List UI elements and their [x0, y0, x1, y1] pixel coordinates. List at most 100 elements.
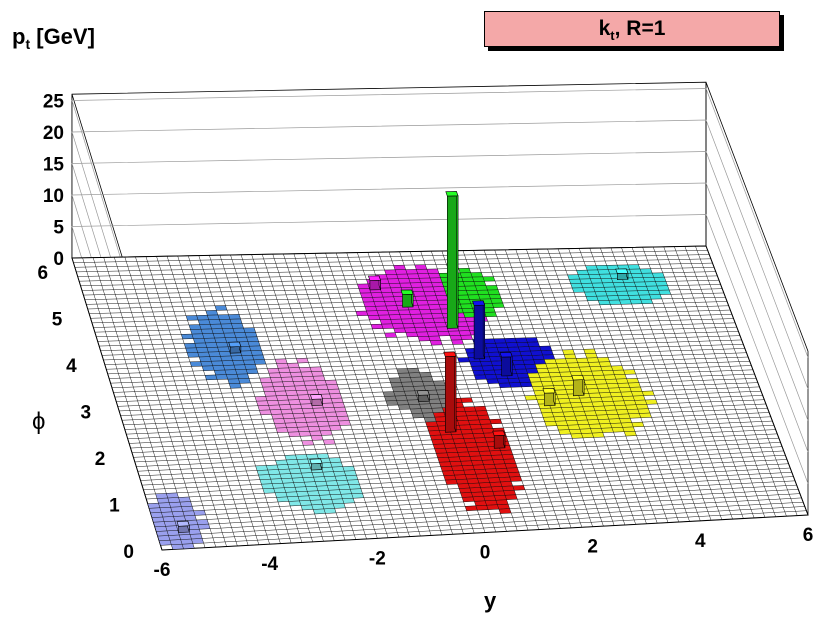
jet-cell [508, 472, 521, 477]
jet-cell [361, 297, 374, 302]
jet-cell [475, 442, 489, 447]
grid-line-y [166, 256, 260, 545]
jet-cell [344, 470, 357, 476]
jet-cell [374, 301, 387, 307]
x-tick-label: 0 [480, 543, 491, 564]
grid-line-y [198, 255, 292, 544]
jet-cell [539, 377, 552, 382]
jet-cell [579, 366, 592, 372]
jet-cell [330, 494, 343, 500]
jet-cell [443, 443, 456, 449]
jet-cell [257, 405, 270, 411]
jet-cell [286, 459, 299, 465]
jet-cell [378, 283, 391, 289]
grid-line-phi [134, 433, 778, 463]
jet-cell [460, 272, 473, 278]
tower-top [416, 390, 430, 396]
jet-cell [389, 377, 402, 383]
grid-line-phi [94, 314, 732, 333]
jet-cell [492, 303, 505, 308]
jet-cell [460, 303, 473, 309]
jet-cell [291, 408, 304, 414]
jet-cell [276, 363, 289, 369]
jet-cell [471, 366, 484, 371]
grid-line-phi [146, 467, 791, 500]
jet-cell [314, 412, 327, 418]
grid-line-y [177, 255, 270, 545]
jet-cell [459, 424, 472, 430]
tower [309, 394, 323, 406]
jet-cell [631, 422, 644, 427]
jet-cell [298, 495, 311, 501]
jet-cell [328, 389, 341, 394]
jet-cell [581, 283, 594, 288]
jet-cell [582, 375, 595, 381]
jet-cell [475, 473, 489, 479]
jet-cell [553, 416, 566, 422]
jet-cell [544, 421, 557, 427]
jet-cell [270, 478, 283, 484]
jet-cell [149, 507, 162, 513]
jet-cell [220, 323, 233, 329]
jet-cell [315, 416, 328, 422]
jet-cell [471, 428, 484, 434]
jet-cell [161, 511, 174, 517]
jet-cell [469, 361, 482, 367]
jet-cell [608, 300, 621, 305]
jet-cell [631, 391, 644, 397]
jet-cell [281, 376, 294, 382]
jet-cell [414, 296, 427, 301]
jet-cell [599, 361, 612, 367]
jet-cell [570, 433, 583, 439]
jet-cell [524, 395, 537, 401]
jet-cell [425, 327, 438, 332]
jet-cell [486, 378, 499, 384]
grid-line-y [684, 246, 787, 517]
jet-cell [485, 468, 498, 474]
jet-cell [157, 498, 170, 504]
jet-cell [564, 416, 577, 421]
jet-cell [190, 533, 203, 539]
jet-cell [576, 358, 589, 363]
jet-cell [305, 385, 318, 391]
jet-cell [169, 539, 183, 545]
jet-cell [474, 500, 487, 506]
jet-cell [591, 282, 604, 288]
jet-cell [414, 327, 428, 333]
jet-cell [424, 417, 437, 423]
jet-cell [401, 381, 414, 387]
jet-cell [644, 281, 657, 287]
jet-cell [516, 373, 530, 379]
jet-cell [641, 273, 654, 278]
jet-cell [592, 432, 605, 438]
phi-tick-label: 6 [37, 263, 48, 284]
grid-line-y [135, 256, 227, 547]
jet-cell [392, 323, 405, 329]
jet-cell [180, 539, 193, 545]
jet-cell [302, 376, 315, 382]
jet-cell [339, 489, 352, 495]
tower-top [445, 191, 459, 197]
jet-cell [440, 434, 453, 440]
jet-cell [579, 278, 592, 284]
jet-cell [646, 286, 659, 291]
grid-line-phi [116, 378, 757, 402]
grid-line-y [230, 254, 324, 542]
jet-cell [278, 469, 291, 475]
grid-line-phi [91, 305, 729, 324]
jet-cell [297, 394, 310, 400]
jet-cell [555, 389, 568, 395]
jet-cell [509, 382, 522, 388]
jet-cell [327, 485, 340, 491]
jet-cell [584, 410, 597, 416]
grid-line-y [188, 255, 281, 544]
jet-cell [363, 301, 376, 307]
jet-cell [225, 337, 238, 343]
jet-cell [629, 269, 642, 274]
jet-cell [616, 291, 629, 296]
jet-cell [440, 466, 453, 472]
jet-cell [293, 482, 306, 488]
jet-region-steelblue [181, 305, 266, 389]
grid-line-phi [137, 442, 781, 472]
